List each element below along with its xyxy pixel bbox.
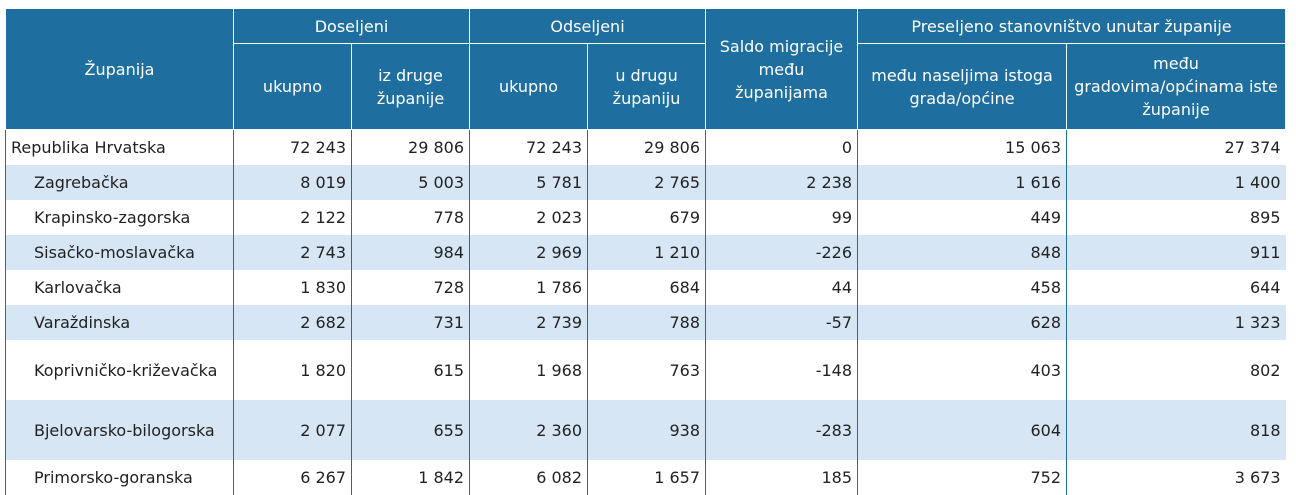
- preseljeno-naselja-cell: 848: [857, 235, 1067, 270]
- saldo-cell: -148: [705, 340, 858, 400]
- odseljeni-ukupno-cell: 2 360: [469, 400, 588, 460]
- odseljeni-u-drugu-cell: 29 806: [587, 129, 706, 165]
- doseljeni-iz-druge-cell: 615: [350, 340, 470, 400]
- preseljeno-gradovi-cell: 818: [1066, 400, 1286, 460]
- table-row: Bjelovarsko-bilogorska 2 077 655 2 360 9…: [5, 400, 1286, 460]
- preseljeno-naselja-cell: 403: [857, 340, 1067, 400]
- doseljeni-iz-druge-cell: 5 003: [350, 165, 470, 200]
- odseljeni-u-drugu-cell: 788: [587, 305, 706, 340]
- header-medu-gradovima: među gradovima/općinama iste županije: [1066, 43, 1287, 130]
- saldo-cell: 99: [705, 200, 858, 235]
- table-row: Sisačko-moslavačka 2 743 984 2 969 1 210…: [5, 235, 1286, 270]
- county-name: Krapinsko-zagorska: [5, 200, 234, 235]
- saldo-cell: -57: [705, 305, 858, 340]
- odseljeni-ukupno-cell: 2 739: [469, 305, 588, 340]
- doseljeni-iz-druge-cell: 29 806: [350, 129, 470, 165]
- doseljeni-ukupno-cell: 6 267: [233, 460, 352, 495]
- preseljeno-gradovi-cell: 644: [1066, 270, 1286, 305]
- county-name: Koprivničko-križevačka: [5, 340, 234, 400]
- doseljeni-ukupno-cell: 72 243: [233, 129, 352, 165]
- table-row: Zagrebačka 8 019 5 003 5 781 2 765 2 238…: [5, 165, 1286, 200]
- preseljeno-naselja-cell: 449: [857, 200, 1067, 235]
- header-medu-naseljima: među naseljima istoga grada/općine: [857, 43, 1068, 130]
- doseljeni-iz-druge-cell: 728: [350, 270, 470, 305]
- preseljeno-gradovi-cell: 3 673: [1066, 460, 1286, 495]
- header-u-drugu-zupaniju: u drugu županiju: [587, 43, 707, 130]
- odseljeni-u-drugu-cell: 679: [587, 200, 706, 235]
- header-preseljeno: Preseljeno stanovništvo unutar županije: [857, 8, 1287, 44]
- doseljeni-ukupno-cell: 2 122: [233, 200, 352, 235]
- odseljeni-u-drugu-cell: 938: [587, 400, 706, 460]
- preseljeno-gradovi-cell: 1 323: [1066, 305, 1286, 340]
- county-name: Republika Hrvatska: [5, 129, 234, 165]
- doseljeni-ukupno-cell: 2 743: [233, 235, 352, 270]
- doseljeni-ukupno-cell: 2 682: [233, 305, 352, 340]
- preseljeno-naselja-cell: 458: [857, 270, 1067, 305]
- table-row: Krapinsko-zagorska 2 122 778 2 023 679 9…: [5, 200, 1286, 235]
- doseljeni-ukupno-cell: 2 077: [233, 400, 352, 460]
- odseljeni-u-drugu-cell: 763: [587, 340, 706, 400]
- saldo-cell: 44: [705, 270, 858, 305]
- county-name: Karlovačka: [5, 270, 234, 305]
- odseljeni-u-drugu-cell: 1 657: [587, 460, 706, 495]
- header-zupanija: Županija: [5, 8, 234, 130]
- odseljeni-ukupno-cell: 72 243: [469, 129, 588, 165]
- odseljeni-ukupno-cell: 1 786: [469, 270, 588, 305]
- county-name: Zagrebačka: [5, 165, 234, 200]
- odseljeni-ukupno-cell: 5 781: [469, 165, 588, 200]
- odseljeni-ukupno-cell: 2 023: [469, 200, 588, 235]
- header-iz-druge-zupanije: iz druge županije: [350, 43, 471, 130]
- doseljeni-iz-druge-cell: 984: [350, 235, 470, 270]
- preseljeno-naselja-cell: 628: [857, 305, 1067, 340]
- header-doseljeni: Doseljeni: [232, 8, 471, 44]
- county-name: Primorsko-goranska: [5, 460, 234, 495]
- header-doseljeni-ukupno: ukupno: [233, 43, 352, 130]
- odseljeni-u-drugu-cell: 1 210: [587, 235, 706, 270]
- preseljeno-gradovi-cell: 802: [1066, 340, 1286, 400]
- saldo-cell: 0: [705, 129, 858, 165]
- odseljeni-u-drugu-cell: 2 765: [587, 165, 706, 200]
- table-row: Primorsko-goranska 6 267 1 842 6 082 1 6…: [5, 460, 1286, 495]
- table-row: Varaždinska 2 682 731 2 739 788 -57 628 …: [5, 305, 1286, 340]
- preseljeno-gradovi-cell: 27 374: [1066, 129, 1286, 165]
- doseljeni-ukupno-cell: 1 820: [233, 340, 352, 400]
- preseljeno-gradovi-cell: 1 400: [1066, 165, 1286, 200]
- preseljeno-naselja-cell: 752: [857, 460, 1067, 495]
- table-row: Koprivničko-križevačka 1 820 615 1 968 7…: [5, 340, 1286, 400]
- preseljeno-gradovi-cell: 895: [1066, 200, 1286, 235]
- header-odseljeni: Odseljeni: [469, 8, 707, 44]
- odseljeni-ukupno-cell: 6 082: [469, 460, 588, 495]
- doseljeni-ukupno-cell: 1 830: [233, 270, 352, 305]
- preseljeno-naselja-cell: 604: [857, 400, 1067, 460]
- county-name: Varaždinska: [5, 305, 234, 340]
- table-row: Republika Hrvatska 72 243 29 806 72 243 …: [5, 129, 1286, 165]
- doseljeni-ukupno-cell: 8 019: [233, 165, 352, 200]
- doseljeni-iz-druge-cell: 731: [350, 305, 470, 340]
- county-name: Sisačko-moslavačka: [5, 235, 234, 270]
- odseljeni-u-drugu-cell: 684: [587, 270, 706, 305]
- odseljeni-ukupno-cell: 2 969: [469, 235, 588, 270]
- saldo-cell: 185: [705, 460, 858, 495]
- doseljeni-iz-druge-cell: 655: [350, 400, 470, 460]
- county-name: Bjelovarsko-bilogorska: [5, 400, 234, 460]
- preseljeno-gradovi-cell: 911: [1066, 235, 1286, 270]
- header-saldo: Saldo migracije među županijama: [705, 8, 859, 130]
- header-odseljeni-ukupno: ukupno: [469, 43, 589, 130]
- odseljeni-ukupno-cell: 1 968: [469, 340, 588, 400]
- preseljeno-naselja-cell: 15 063: [857, 129, 1067, 165]
- saldo-cell: 2 238: [705, 165, 858, 200]
- saldo-cell: -226: [705, 235, 858, 270]
- table-row: Karlovačka 1 830 728 1 786 684 44 458 64…: [5, 270, 1286, 305]
- preseljeno-naselja-cell: 1 616: [857, 165, 1067, 200]
- saldo-cell: -283: [705, 400, 858, 460]
- doseljeni-iz-druge-cell: 778: [350, 200, 470, 235]
- doseljeni-iz-druge-cell: 1 842: [350, 460, 470, 495]
- migration-table: Županija Doseljeni Odseljeni Saldo migra…: [5, 8, 1287, 495]
